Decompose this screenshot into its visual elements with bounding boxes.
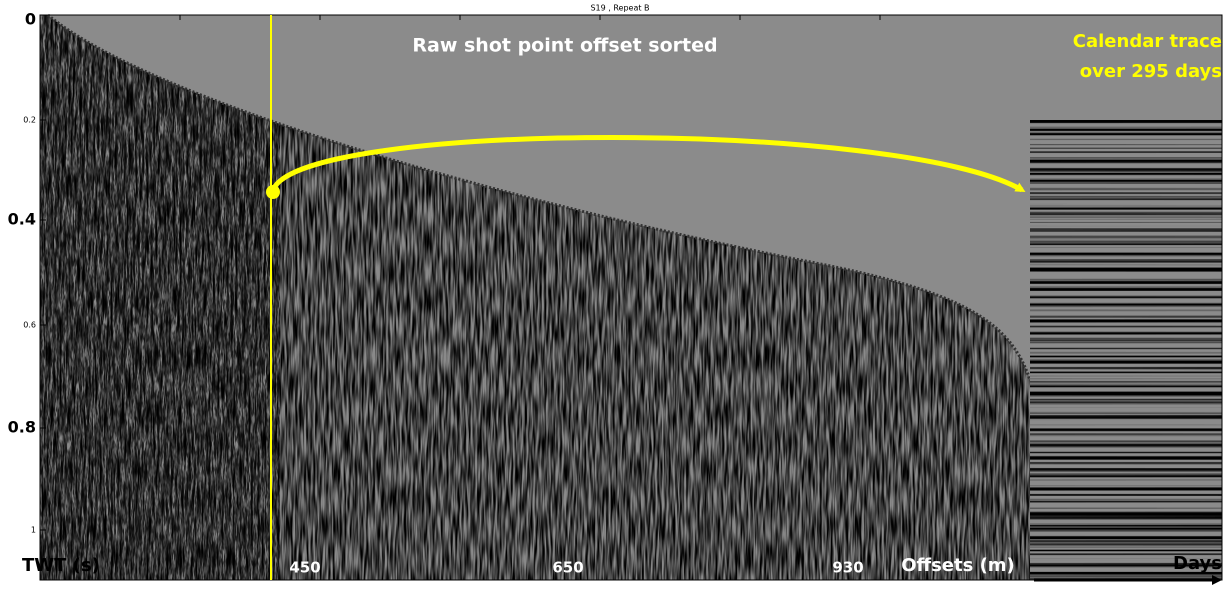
arrow-start: [266, 185, 280, 199]
annotation: Raw shot point offset sorted: [412, 35, 717, 57]
calendar-annotation: over 295 days: [1080, 61, 1222, 82]
calendar-traces: [1030, 120, 1222, 580]
x-label: 930: [832, 559, 863, 577]
figure: S19 , Repeat B Raw shot point offset sor…: [0, 0, 1227, 588]
x-axis-label: Offsets (m): [901, 555, 1015, 576]
x-label: 450: [289, 559, 320, 577]
y-tick-label: 0.8: [8, 418, 36, 437]
x-label: 650: [552, 559, 583, 577]
y-tick-label: 0.4: [8, 210, 36, 229]
calendar-annotation: Calendar trace: [1073, 31, 1222, 52]
y-tick-label: 1: [31, 526, 36, 535]
y-tick-label: 0.6: [23, 321, 36, 330]
y-axis-label: TWT (s): [22, 555, 100, 576]
y-tick-label: 0: [25, 10, 36, 29]
y-tick-label: 0.2: [23, 116, 36, 125]
title: S19 , Repeat B: [590, 4, 649, 13]
days-label: Days: [1173, 553, 1222, 574]
